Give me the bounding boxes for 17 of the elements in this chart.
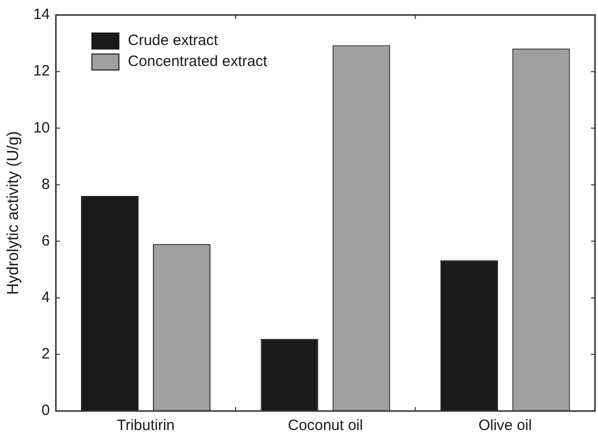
bar — [81, 196, 139, 411]
y-tick-label: 14 — [33, 6, 50, 24]
y-tick-label: 6 — [42, 232, 50, 250]
y-tick-label: 4 — [42, 289, 50, 306]
legend-label: Crude extract — [128, 32, 219, 50]
x-tick-label: Coconut oil — [288, 417, 363, 434]
legend-label: Concentrated extract — [128, 53, 268, 70]
y-axis-title: Hydrolytic activity (U/g) — [5, 131, 22, 295]
x-tick-label: Olive oil — [478, 417, 532, 434]
y-tick-label: 12 — [33, 62, 50, 80]
y-tick-label: 2 — [42, 346, 50, 363]
y-tick-label: 10 — [33, 119, 50, 136]
x-tick-label: Tributirin — [116, 417, 175, 434]
bar — [260, 338, 318, 411]
bar — [440, 260, 498, 411]
y-tick-label: 8 — [42, 176, 50, 193]
y-tick-label: 0 — [42, 402, 50, 420]
